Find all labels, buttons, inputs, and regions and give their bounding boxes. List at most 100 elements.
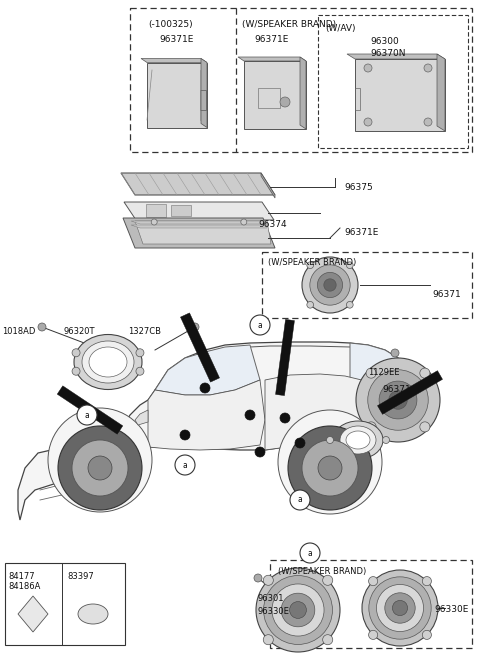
Text: 1129EE: 1129EE	[368, 368, 399, 377]
Bar	[130, 8, 472, 152]
Text: 96371E: 96371E	[255, 35, 289, 44]
Circle shape	[307, 262, 313, 269]
Circle shape	[364, 118, 372, 126]
Text: 96375: 96375	[344, 183, 373, 192]
Circle shape	[180, 430, 190, 440]
Circle shape	[307, 301, 313, 308]
Circle shape	[424, 118, 432, 126]
Text: 96374: 96374	[258, 220, 287, 229]
Circle shape	[420, 368, 430, 378]
Polygon shape	[124, 202, 274, 220]
Circle shape	[290, 490, 310, 510]
Polygon shape	[350, 343, 408, 392]
Text: a: a	[182, 460, 187, 470]
Circle shape	[369, 577, 431, 639]
Circle shape	[191, 323, 199, 331]
Circle shape	[255, 447, 265, 457]
Ellipse shape	[74, 335, 142, 390]
Polygon shape	[155, 345, 260, 395]
Circle shape	[300, 543, 320, 563]
Bar	[146, 204, 166, 217]
Text: 96320T: 96320T	[64, 327, 96, 336]
Circle shape	[264, 576, 333, 645]
Circle shape	[151, 219, 157, 225]
Text: (W/AV): (W/AV)	[325, 24, 356, 33]
Text: 96371E: 96371E	[344, 228, 378, 237]
Bar	[318, 15, 468, 148]
Circle shape	[420, 422, 430, 432]
Polygon shape	[355, 59, 445, 131]
Circle shape	[424, 64, 432, 72]
Polygon shape	[18, 342, 418, 520]
Polygon shape	[437, 54, 445, 131]
Circle shape	[362, 570, 438, 646]
Circle shape	[278, 410, 382, 514]
Text: 1327CB: 1327CB	[128, 327, 161, 336]
Circle shape	[58, 426, 142, 510]
Circle shape	[422, 630, 432, 639]
Text: (-100325): (-100325)	[148, 20, 192, 29]
Circle shape	[72, 367, 80, 375]
Text: 96300: 96300	[370, 37, 399, 46]
Text: 96371: 96371	[432, 290, 461, 299]
Ellipse shape	[333, 421, 383, 459]
Circle shape	[376, 584, 423, 631]
Circle shape	[317, 272, 343, 297]
Text: (W/SPEAKER BRAND): (W/SPEAKER BRAND)	[278, 567, 366, 576]
Polygon shape	[147, 62, 207, 128]
Circle shape	[288, 426, 372, 510]
Circle shape	[136, 367, 144, 375]
Circle shape	[280, 97, 290, 107]
Polygon shape	[347, 54, 445, 59]
Circle shape	[356, 358, 440, 442]
Circle shape	[383, 436, 389, 443]
Polygon shape	[135, 410, 148, 425]
Circle shape	[72, 440, 128, 496]
Bar	[5, 563, 125, 645]
Bar	[262, 252, 472, 318]
Circle shape	[280, 413, 290, 423]
Circle shape	[250, 315, 270, 335]
Circle shape	[302, 440, 358, 496]
Text: (W/SPEAKER BRAND): (W/SPEAKER BRAND)	[242, 20, 336, 29]
Circle shape	[72, 348, 80, 357]
Text: 96330E: 96330E	[434, 605, 468, 614]
Circle shape	[175, 455, 195, 475]
Circle shape	[295, 438, 305, 448]
Circle shape	[323, 575, 333, 586]
Polygon shape	[180, 313, 219, 382]
Bar	[200, 90, 206, 110]
Circle shape	[302, 257, 358, 313]
Bar	[355, 88, 360, 110]
Circle shape	[200, 383, 210, 393]
Circle shape	[318, 456, 342, 480]
Circle shape	[38, 323, 46, 331]
Text: 83397: 83397	[67, 572, 94, 581]
Polygon shape	[201, 58, 207, 128]
Polygon shape	[276, 320, 294, 396]
Circle shape	[245, 410, 255, 420]
Text: 96371: 96371	[382, 385, 411, 394]
Bar	[258, 88, 280, 108]
Circle shape	[256, 568, 340, 652]
Circle shape	[366, 368, 376, 378]
Text: 96330E: 96330E	[258, 607, 290, 616]
Circle shape	[254, 574, 262, 582]
Circle shape	[48, 408, 152, 512]
Polygon shape	[265, 374, 416, 450]
Polygon shape	[244, 61, 306, 129]
Circle shape	[347, 262, 353, 269]
Polygon shape	[135, 221, 271, 244]
Text: 96350U: 96350U	[300, 440, 333, 449]
Circle shape	[392, 601, 408, 616]
Text: 96370N: 96370N	[370, 49, 406, 58]
Polygon shape	[57, 386, 123, 434]
Text: 84186A: 84186A	[8, 582, 40, 591]
Circle shape	[391, 349, 399, 357]
Circle shape	[136, 348, 144, 357]
Circle shape	[347, 301, 353, 308]
Circle shape	[310, 265, 350, 305]
Text: 1018AD: 1018AD	[2, 327, 36, 336]
Polygon shape	[300, 57, 306, 129]
Polygon shape	[131, 221, 267, 224]
